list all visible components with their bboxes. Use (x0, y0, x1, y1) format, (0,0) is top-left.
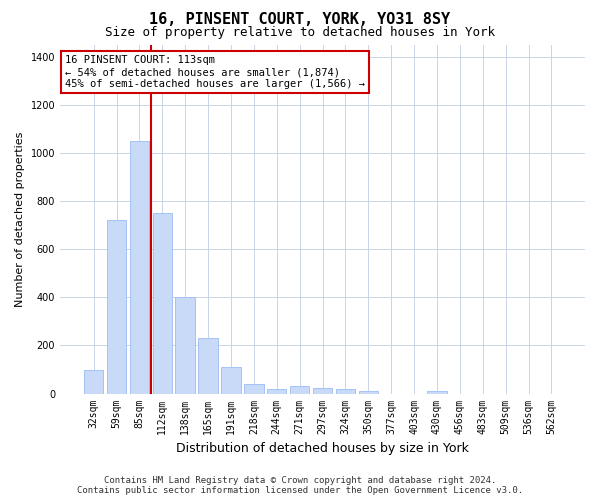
Bar (427, 391, 446, 394)
Bar (244, 384, 263, 394)
Bar (107, 220, 126, 394)
Bar (221, 367, 241, 394)
Bar (313, 388, 332, 394)
Bar (152, 214, 172, 394)
Bar (290, 386, 310, 394)
Text: Size of property relative to detached houses in York: Size of property relative to detached ho… (105, 26, 495, 39)
Bar (175, 298, 195, 394)
Text: 16, PINSENT COURT, YORK, YO31 8SY: 16, PINSENT COURT, YORK, YO31 8SY (149, 12, 451, 28)
Bar (130, 141, 149, 394)
Bar (267, 388, 286, 394)
Bar (199, 338, 218, 394)
Bar (359, 391, 378, 394)
Text: 16 PINSENT COURT: 113sqm
← 54% of detached houses are smaller (1,874)
45% of sem: 16 PINSENT COURT: 113sqm ← 54% of detach… (65, 56, 365, 88)
Bar (84, 370, 103, 394)
Bar (335, 388, 355, 394)
Y-axis label: Number of detached properties: Number of detached properties (15, 132, 25, 307)
X-axis label: Distribution of detached houses by size in York: Distribution of detached houses by size … (176, 442, 469, 455)
Text: Contains HM Land Registry data © Crown copyright and database right 2024.
Contai: Contains HM Land Registry data © Crown c… (77, 476, 523, 495)
